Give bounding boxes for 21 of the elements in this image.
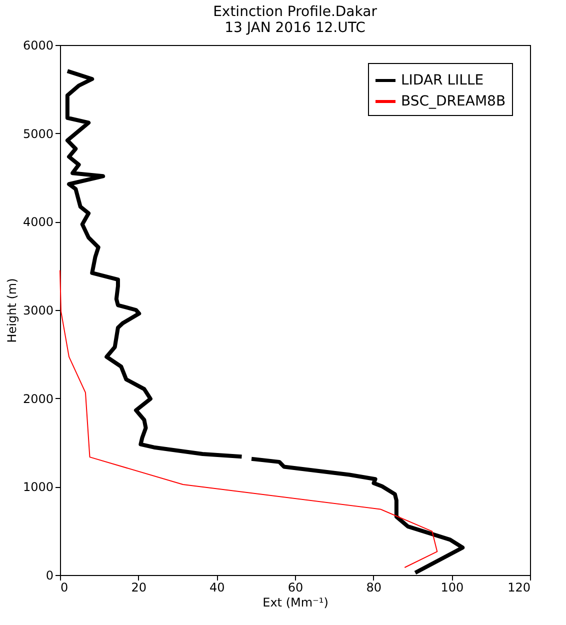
- x-tick-label: 60: [288, 580, 304, 594]
- chart-title: Extinction Profile.Dakar: [213, 4, 378, 20]
- x-tick-label: 40: [210, 580, 225, 594]
- y-tick-label: 0: [46, 568, 54, 582]
- x-tick-label: 20: [131, 580, 146, 594]
- line-series: [60, 270, 438, 568]
- x-tick-label: 100: [440, 580, 464, 594]
- y-tick-label: 2000: [22, 392, 54, 406]
- legend-label: LIDAR LILLE: [401, 72, 484, 88]
- y-tick-label: 5000: [22, 126, 54, 141]
- chart-subtitle: 13 JAN 2016 12.UTC: [224, 20, 366, 36]
- x-tick-label: 80: [366, 580, 382, 594]
- y-tick-label: 6000: [22, 38, 54, 52]
- x-tick-label: 0: [60, 580, 68, 594]
- y-tick-label: 3000: [22, 304, 54, 318]
- x-axis-title: Ext (Mm⁻¹): [262, 596, 328, 610]
- y-tick-label: 4000: [22, 215, 54, 230]
- x-tick-label: 120: [508, 580, 530, 594]
- y-tick-label: 1000: [22, 480, 54, 494]
- y-axis-title: Height (m): [4, 278, 19, 343]
- legend-label: BSC_DREAM8B: [401, 94, 506, 110]
